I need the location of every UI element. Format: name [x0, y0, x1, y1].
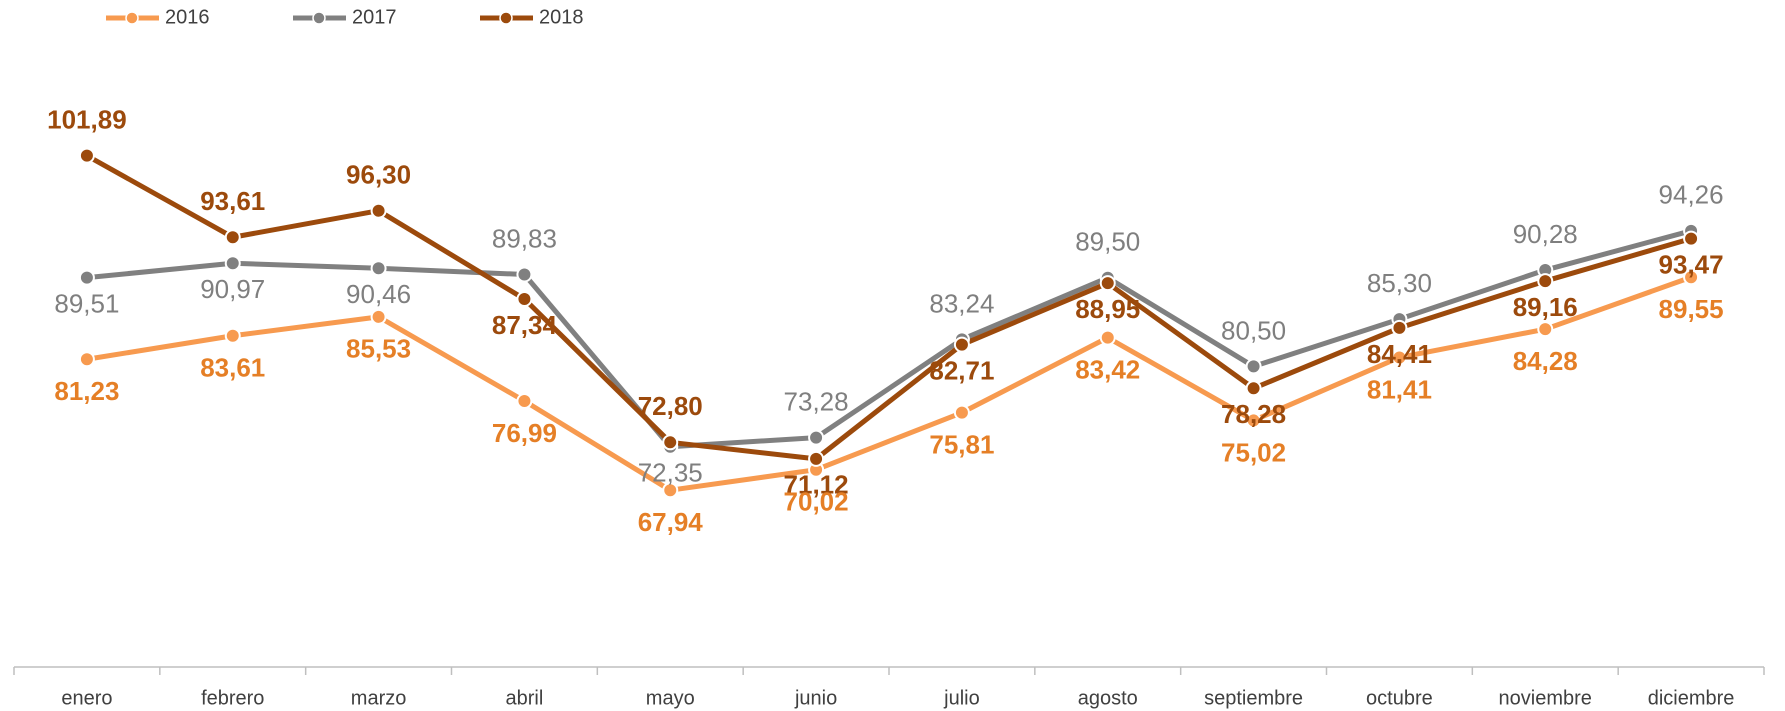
- data-label: 75,02: [1221, 437, 1286, 467]
- x-tick-label: abril: [506, 687, 544, 709]
- data-label: 81,23: [54, 376, 119, 406]
- x-tick-label: enero: [61, 687, 112, 709]
- legend-label: 2017: [352, 6, 397, 28]
- data-point: [516, 266, 533, 283]
- series-line: [86, 274, 1692, 493]
- x-tick-label: octubre: [1366, 687, 1433, 709]
- data-label: 72,35: [638, 458, 703, 488]
- data-label: 83,24: [929, 288, 994, 318]
- x-tick-label: julio: [943, 687, 980, 709]
- data-label: 78,28: [1221, 399, 1286, 429]
- data-label: 87,34: [492, 310, 558, 340]
- data-point: [1537, 273, 1554, 290]
- x-tick-label: diciembre: [1648, 687, 1735, 709]
- data-point: [78, 351, 95, 368]
- data-label: 67,94: [638, 507, 704, 537]
- data-point: [1099, 275, 1116, 292]
- data-point: [370, 202, 387, 219]
- data-point: [1537, 321, 1554, 338]
- data-point: [953, 404, 970, 421]
- x-tick-label: marzo: [351, 687, 407, 709]
- data-point: [662, 434, 679, 451]
- data-label: 80,50: [1221, 315, 1286, 345]
- data-point: [516, 291, 533, 308]
- data-label: 96,30: [346, 160, 411, 190]
- data-point: [1391, 349, 1408, 366]
- data-point: [1245, 412, 1262, 429]
- data-label: 90,97: [200, 274, 265, 304]
- x-tick-label: agosto: [1078, 687, 1138, 709]
- data-point: [78, 269, 95, 286]
- x-tick-label: junio: [794, 687, 837, 709]
- data-label: 84,41: [1367, 339, 1432, 369]
- data-point: [1245, 380, 1262, 397]
- series-line: [85, 153, 1692, 462]
- data-point: [370, 308, 387, 325]
- data-point: [808, 450, 825, 467]
- data-label: 89,55: [1659, 294, 1724, 324]
- data-label: 88,95: [1075, 294, 1140, 324]
- data-label: 75,81: [929, 430, 994, 460]
- legend-label: 2016: [165, 6, 210, 28]
- data-point: [1683, 269, 1700, 286]
- data-label: 89,50: [1075, 227, 1140, 257]
- data-point: [1683, 230, 1700, 247]
- data-label: 93,47: [1659, 249, 1724, 279]
- data-point: [953, 336, 970, 353]
- data-point: [224, 229, 241, 246]
- data-label: 81,41: [1367, 374, 1432, 404]
- data-label: 70,02: [784, 487, 849, 517]
- data-label: 73,28: [784, 386, 849, 416]
- data-point: [78, 147, 95, 164]
- data-label: 71,12: [784, 470, 849, 500]
- data-label: 84,28: [1513, 346, 1578, 376]
- data-label: 85,53: [346, 334, 411, 364]
- data-label: 101,89: [47, 105, 127, 135]
- x-tick-label: febrero: [201, 687, 264, 709]
- legend-marker: [312, 11, 326, 25]
- data-point: [224, 327, 241, 344]
- data-label: 89,51: [54, 289, 119, 319]
- legend-marker: [125, 11, 139, 25]
- legend-marker: [499, 11, 513, 25]
- data-label: 72,80: [638, 391, 703, 421]
- data-point: [1099, 329, 1116, 346]
- data-label: 83,42: [1075, 355, 1140, 385]
- data-label: 93,61: [200, 186, 265, 216]
- data-label: 90,46: [346, 279, 411, 309]
- data-label: 89,16: [1513, 292, 1578, 322]
- data-label: 82,71: [929, 356, 994, 386]
- data-point: [808, 429, 825, 446]
- legend-label: 2018: [539, 6, 584, 28]
- data-point: [370, 260, 387, 277]
- data-label: 83,61: [200, 353, 265, 383]
- data-label: 94,26: [1659, 180, 1724, 210]
- data-label: 85,30: [1367, 268, 1432, 298]
- x-tick-label: septiembre: [1204, 687, 1303, 709]
- x-tick-label: noviembre: [1499, 687, 1592, 709]
- data-label: 76,99: [492, 418, 557, 448]
- data-point: [1245, 358, 1262, 375]
- series-line: [86, 228, 1692, 450]
- data-point: [1391, 319, 1408, 336]
- data-point: [516, 393, 533, 410]
- data-point: [224, 255, 241, 272]
- data-label: 89,83: [492, 223, 557, 253]
- data-label: 90,28: [1513, 219, 1578, 249]
- x-tick-label: mayo: [646, 687, 695, 709]
- data-point: [662, 482, 679, 499]
